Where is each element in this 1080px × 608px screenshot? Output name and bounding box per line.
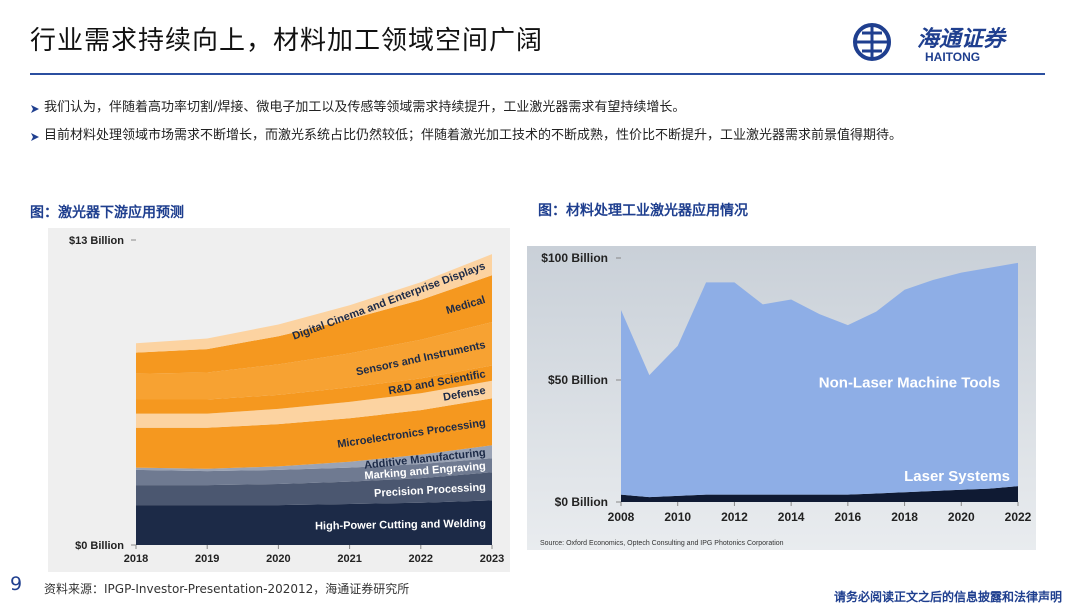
x-tick-label: 2018 xyxy=(891,510,918,524)
logo-cn: 海通证券 xyxy=(917,27,1007,52)
logo: 海通证券 HAITONG xyxy=(853,23,1007,64)
area xyxy=(136,380,492,428)
y-tick-label: $0 Billion xyxy=(555,495,608,509)
page-number: 9 xyxy=(10,573,23,595)
x-tick-label: 2018 xyxy=(124,553,148,565)
x-tick-label: 2010 xyxy=(664,510,691,524)
area xyxy=(621,486,1018,502)
series-label: Non-Laser Machine Tools xyxy=(819,374,1000,391)
bullet-arrow xyxy=(31,133,39,141)
y-tick-label: $100 Billion xyxy=(541,251,608,265)
x-tick-label: 2022 xyxy=(409,553,433,565)
chart-title: 图：激光器下游应用预测 xyxy=(30,205,184,221)
x-tick-label: 2019 xyxy=(195,553,219,565)
x-tick-label: 2008 xyxy=(608,510,635,524)
area xyxy=(136,322,492,400)
x-tick-label: 2014 xyxy=(778,510,805,524)
bullet-arrow xyxy=(31,105,39,113)
area xyxy=(136,472,492,506)
area xyxy=(136,254,492,353)
bullet-text: 我们认为，伴随着高功率切割/焊接、微电子加工以及传感等领域需求持续提升，工业激光… xyxy=(44,100,686,115)
logo-emblem xyxy=(853,23,891,61)
chart-title: 图：材料处理工业激光器应用情况 xyxy=(538,203,748,219)
chart-source: Source: Oxford Economics, Optech Consult… xyxy=(540,540,784,547)
y-tick-label: $0 Billion xyxy=(75,540,124,552)
slide-title: 行业需求持续向上，材料加工领域空间广阔 xyxy=(30,26,544,56)
series-label: High-Power Cutting and Welding xyxy=(315,518,486,533)
bullet: 我们认为，伴随着高功率切割/焊接、微电子加工以及传感等领域需求持续提升，工业激光… xyxy=(30,96,1004,120)
logo-en: HAITONG xyxy=(925,50,980,64)
y-tick-label: $13 Billion xyxy=(69,235,124,247)
bullet-text: 目前材料处理领域市场需求不断增长，而激光系统占比仍然较低；伴随着激光加工技术的不… xyxy=(44,128,903,143)
x-tick-label: 2020 xyxy=(266,553,290,565)
x-tick-label: 2022 xyxy=(1005,510,1032,524)
x-tick-label: 2021 xyxy=(337,553,361,565)
area xyxy=(136,458,492,486)
x-tick-label: 2012 xyxy=(721,510,748,524)
area xyxy=(136,500,492,545)
area xyxy=(136,365,492,414)
header-rule xyxy=(30,73,1045,75)
y-tick-label: $50 Billion xyxy=(548,373,608,387)
footer-source: 资料来源：IPGP-Investor-Presentation-202012，海… xyxy=(44,582,410,596)
area xyxy=(136,275,492,374)
bullet: 目前材料处理领域市场需求不断增长，而激光系统占比仍然较低；伴随着激光加工技术的不… xyxy=(30,124,1004,148)
x-tick-label: 2016 xyxy=(835,510,862,524)
logo-emblem-lines xyxy=(857,27,887,57)
x-tick-label: 2023 xyxy=(480,553,504,565)
area xyxy=(136,445,492,472)
area xyxy=(136,398,492,469)
series-label: Laser Systems xyxy=(904,468,1010,485)
x-tick-label: 2020 xyxy=(948,510,975,524)
disclaimer: 请务必阅读正文之后的信息披露和法律声明 xyxy=(833,590,1062,604)
area xyxy=(621,262,1018,498)
